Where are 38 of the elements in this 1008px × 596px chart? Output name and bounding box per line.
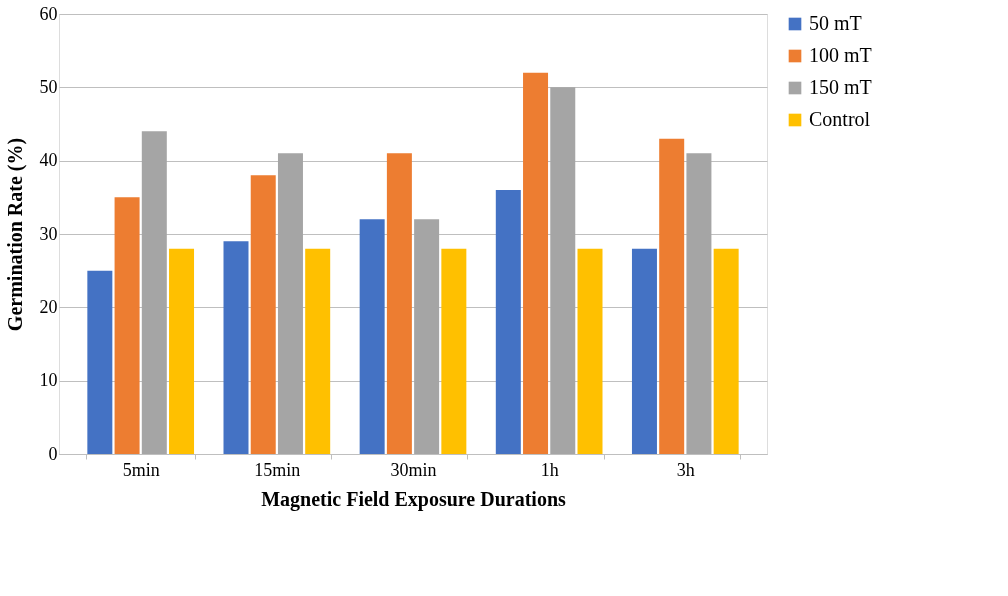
legend-label: 100 mT bbox=[809, 44, 872, 66]
y-tick-label: 30 bbox=[39, 223, 58, 244]
bar bbox=[223, 241, 249, 454]
bar bbox=[414, 219, 440, 454]
bar bbox=[250, 175, 276, 454]
y-tick-label: 0 bbox=[48, 443, 58, 464]
bar bbox=[577, 248, 603, 454]
bar bbox=[277, 153, 303, 454]
bar bbox=[305, 248, 331, 454]
bar bbox=[87, 270, 113, 454]
legend-label: 50 mT bbox=[809, 12, 862, 34]
bar bbox=[659, 138, 685, 454]
bar bbox=[713, 248, 739, 454]
x-tick-label: 3h bbox=[676, 459, 695, 480]
bar bbox=[359, 219, 385, 454]
legend-label: 150 mT bbox=[809, 76, 872, 98]
y-tick-label: 50 bbox=[39, 76, 58, 97]
y-tick-label: 60 bbox=[39, 3, 58, 24]
bar bbox=[631, 248, 657, 454]
x-tick-label: 30min bbox=[390, 459, 437, 480]
x-tick-label: 1h bbox=[540, 459, 559, 480]
legend-label: Control bbox=[809, 108, 871, 130]
y-axis-title: Germination Rate (%) bbox=[3, 137, 27, 332]
bar bbox=[169, 248, 195, 454]
bar bbox=[523, 72, 549, 454]
x-tick-label: 15min bbox=[254, 459, 301, 480]
x-axis-title: Magnetic Field Exposure Durations bbox=[261, 487, 567, 511]
y-tick-label: 20 bbox=[39, 296, 58, 317]
y-tick-label: 40 bbox=[39, 150, 58, 171]
bar bbox=[550, 87, 576, 454]
bar bbox=[386, 153, 412, 454]
bar bbox=[441, 248, 467, 454]
bar bbox=[686, 153, 712, 454]
bar bbox=[141, 131, 167, 454]
x-tick-label: 5min bbox=[122, 459, 160, 480]
bar bbox=[114, 197, 140, 454]
bar bbox=[495, 190, 521, 454]
y-tick-label: 10 bbox=[39, 370, 58, 391]
